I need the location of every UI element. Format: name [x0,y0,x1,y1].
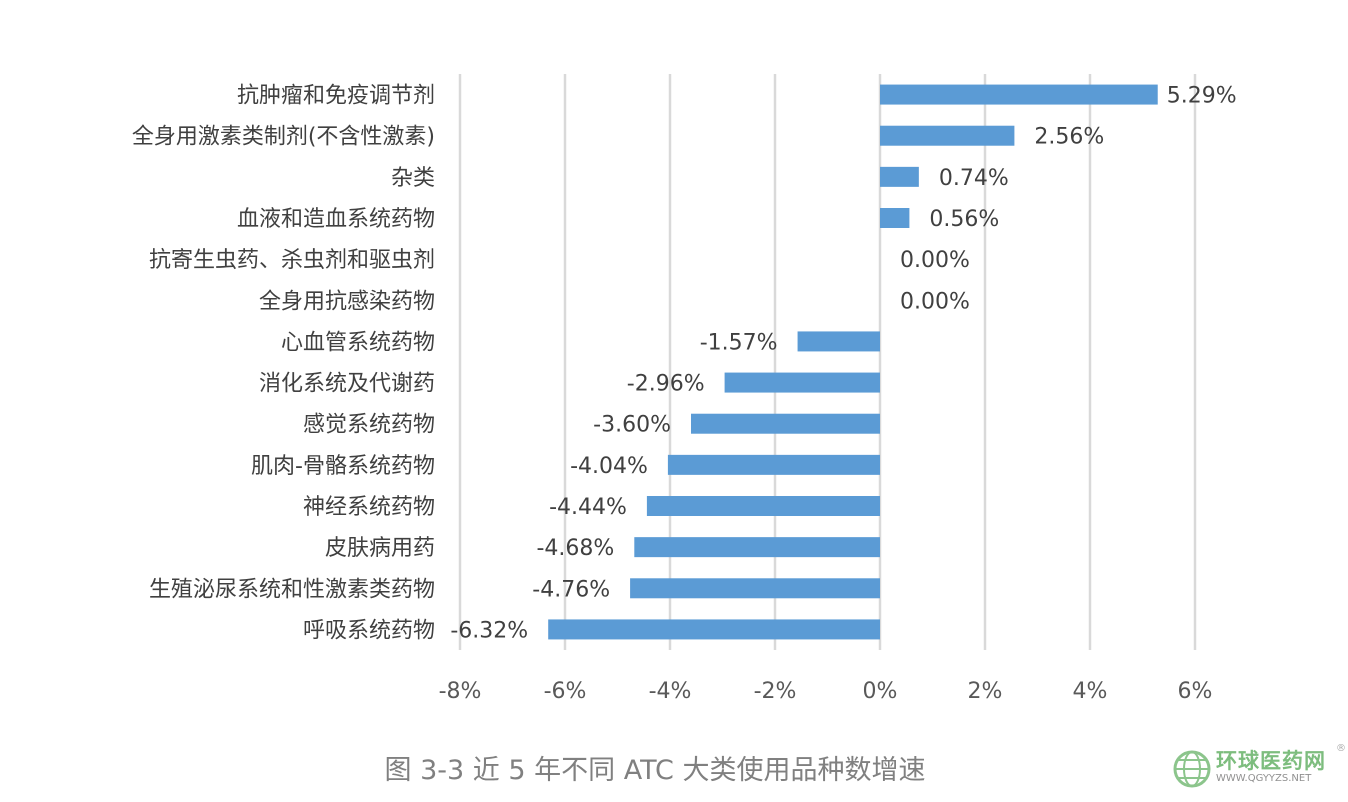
bar [548,619,880,640]
x-tick-label: -2% [754,679,797,704]
watermark-logo: 环球医药网 ® WWW.QGYYZS.NET [1172,743,1348,790]
bar-chart: -8% -6% -4% -2% 0% 2% 4% 6% 抗肿瘤和免疫调节剂 5.29% 全身用激素类… [132,74,1237,704]
watermark-url: WWW.QGYYZS.NET [1216,773,1312,784]
x-tick-label: -8% [439,679,482,704]
category-label: 肌肉-骨骼系统药物 [251,454,435,479]
bar [691,413,880,434]
category-label: 感觉系统药物 [303,413,435,438]
data-label: -4.68% [536,536,614,561]
category-label: 消化系统及代谢药 [259,372,435,397]
chart-title: 图 3-3 近 5 年不同 ATC 大类使用品种数增速 [384,755,926,786]
category-label: 心血管系统药物 [281,330,435,355]
data-label: -3.60% [593,413,671,438]
globe-icon [1173,750,1211,788]
watermark-name: 环球医药网 [1216,749,1326,773]
bar [880,208,910,228]
bar [797,331,880,352]
data-label: -4.04% [570,454,648,479]
bar [880,166,919,187]
data-label: 0.56% [929,207,999,232]
data-label: -6.32% [450,618,528,643]
category-label: 抗寄生虫药、杀虫剂和驱虫剂 [149,248,435,273]
bar [634,537,880,558]
data-label: 0.00% [900,248,970,273]
x-tick-label: -4% [649,679,692,704]
x-tick-label: 4% [1073,679,1108,704]
data-label: -1.57% [700,330,778,355]
bar [880,125,1015,146]
bar [880,84,1158,105]
x-tick-label: 0% [863,679,898,704]
category-label: 抗肿瘤和免疫调节剂 [237,84,435,109]
bar [646,496,880,516]
category-label: 全身用抗感染药物 [259,289,435,314]
category-label: 生殖泌尿系统和性激素类药物 [149,577,435,602]
bar [630,578,880,599]
data-label: 0.74% [939,166,1009,191]
bar [724,372,880,393]
data-label: -4.76% [532,577,610,602]
x-tick-label: 2% [968,679,1003,704]
data-label: -2.96% [627,372,705,397]
bar [667,454,880,475]
data-label: 0.00% [900,289,970,314]
category-label: 全身用激素类制剂(不含性激素) [132,125,435,150]
data-label: 2.56% [1034,125,1104,150]
watermark-reg: ® [1336,743,1346,754]
category-label: 血液和造血系统药物 [237,207,435,232]
x-tick-label: 6% [1178,679,1213,704]
category-label: 皮肤病用药 [325,536,435,561]
data-label: 5.29% [1167,84,1237,109]
x-tick-label: -6% [544,679,587,704]
category-label: 神经系统药物 [303,495,435,520]
category-label: 杂类 [391,166,435,191]
data-label: -4.44% [549,495,627,520]
category-label: 呼吸系统药物 [303,618,435,643]
